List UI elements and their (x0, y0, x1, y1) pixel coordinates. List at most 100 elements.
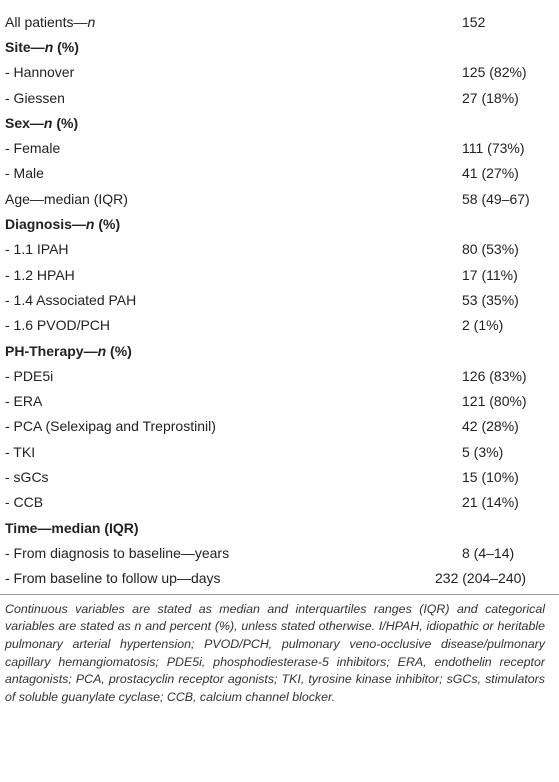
row-value: 2 (1%) (462, 313, 559, 338)
row-label: - PCA (Selexipag and Treprostinil) (0, 414, 462, 439)
value-text: 8 (4–14) (462, 544, 515, 561)
value-text: 58 (49–67) (462, 190, 530, 207)
table-row: - Giessen 27 (18%) (0, 85, 559, 110)
label-text: - Giessen (5, 89, 65, 106)
table-row: Diagnosis—n (%) (0, 211, 559, 236)
row-value: 80 (53%) (462, 237, 559, 262)
row-value: 232 (204–240) (435, 566, 532, 591)
row-value: 125 (82%) (462, 60, 559, 85)
table-row: - Female 111 (73%) (0, 135, 559, 160)
table-row: - ERA 121 (80%) (0, 388, 559, 413)
row-value: 58 (49–67) (462, 186, 559, 211)
value-text: 15 (10%) (462, 468, 519, 485)
value-text: 126 (83%) (462, 367, 527, 384)
label-text: - CCB (5, 494, 44, 511)
label-text: n (97, 342, 107, 359)
label-text: Site— (5, 38, 45, 55)
label-text: (%) (94, 216, 121, 233)
row-label: - CCB (0, 490, 462, 515)
table-row: - Hannover 125 (82%) (0, 60, 559, 85)
table-row: - PDE5i 126 (83%) (0, 363, 559, 388)
value-text: 27 (18%) (462, 89, 519, 106)
row-label: PH-Therapy—n (%) (0, 338, 462, 363)
page: All patients—n 152 Site—n (%) - Hannover 125… (0, 9, 559, 782)
table-row: - From diagnosis to baseline—years 8 (4–1… (0, 540, 559, 565)
label-text: - sGCs (5, 468, 49, 485)
label-text: n (87, 13, 96, 30)
value-text: 21 (14%) (462, 494, 519, 511)
value-text: 5 (3%) (462, 443, 504, 460)
row-value: 126 (83%) (462, 363, 559, 388)
label-text: - TKI (5, 443, 36, 460)
table-row: - PCA (Selexipag and Treprostinil) 42 (28… (0, 414, 559, 439)
row-label: - 1.6 PVOD/PCH (0, 313, 462, 338)
row-label: - Female (0, 135, 462, 160)
table-rule (0, 593, 559, 595)
row-label: Time—median (IQR) (0, 515, 462, 540)
row-value: 53 (35%) (462, 287, 559, 312)
row-label: - TKI (0, 439, 462, 464)
table-row: - TKI 5 (3%) (0, 439, 559, 464)
label-text: n (43, 114, 53, 131)
row-label: - ERA (0, 388, 462, 413)
row-value: 152 (462, 9, 559, 34)
label-text: - Hannover (5, 64, 75, 81)
label-text: - 1.4 Associated PAH (5, 291, 137, 308)
row-label: Site—n (%) (0, 34, 462, 59)
row-value: 8 (4–14) (462, 540, 559, 565)
label-text: PH-Therapy— (5, 342, 98, 359)
value-text: 42 (28%) (462, 418, 519, 435)
row-value: 27 (18%) (462, 85, 559, 110)
label-text: - 1.2 HPAH (5, 266, 75, 283)
label-text: - 1.6 PVOD/PCH (5, 317, 111, 334)
table: All patients—n 152 Site—n (%) - Hannover 125… (0, 9, 559, 591)
table-row: - 1.6 PVOD/PCH 2 (1%) (0, 313, 559, 338)
row-value: 5 (3%) (462, 439, 559, 464)
value-text: 152 (462, 13, 486, 30)
table-row: - 1.2 HPAH 17 (11%) (0, 262, 559, 287)
table-row: - Male 41 (27%) (0, 161, 559, 186)
table-row: Sex—n (%) (0, 110, 559, 135)
value-text: 232 (204–240) (435, 570, 527, 587)
row-label: - 1.1 IPAH (0, 237, 462, 262)
label-text: - Female (5, 140, 61, 157)
label-text: (%) (53, 38, 79, 55)
row-label: - From baseline to follow up—days (0, 566, 462, 591)
row-value (462, 34, 559, 59)
row-value: 15 (10%) (462, 464, 559, 489)
label-text: n (44, 38, 54, 55)
table-row: - 1.4 Associated PAH 53 (35%) (0, 287, 559, 312)
table-row: All patients—n 152 (0, 9, 559, 34)
row-value: 21 (14%) (462, 490, 559, 515)
label-text: - From diagnosis to baseline—years (5, 544, 230, 561)
row-label: All patients—n (0, 9, 462, 34)
row-value: 17 (11%) (462, 262, 559, 287)
table-row: Site—n (%) (0, 34, 559, 59)
value-text: 125 (82%) (462, 64, 527, 81)
table-row: Age—median (IQR) 58 (49–67) (0, 186, 559, 211)
footnote: Continuous variables are stated as media… (5, 601, 545, 704)
row-label: - 1.4 Associated PAH (0, 287, 462, 312)
row-value: 41 (27%) (462, 161, 559, 186)
table-row: - CCB 21 (14%) (0, 490, 559, 515)
row-label: - Male (0, 161, 462, 186)
row-value (462, 338, 559, 363)
row-label: Diagnosis—n (%) (0, 211, 462, 236)
row-label: - Hannover (0, 60, 462, 85)
table-row: PH-Therapy—n (%) (0, 338, 559, 363)
label-text: - PDE5i (5, 367, 54, 384)
row-label: - sGCs (0, 464, 462, 489)
label-text: Diagnosis— (5, 216, 86, 233)
label-text: All patients— (5, 13, 88, 30)
label-text: Age—median (IQR) (5, 190, 128, 207)
row-label: Age—median (IQR) (0, 186, 462, 211)
row-label: - 1.2 HPAH (0, 262, 462, 287)
row-label: - Giessen (0, 85, 462, 110)
label-text: (%) (52, 114, 79, 131)
row-value (462, 110, 559, 135)
row-value: 121 (80%) (462, 388, 559, 413)
value-text: 121 (80%) (462, 393, 527, 410)
value-text: 2 (1%) (462, 317, 504, 334)
label-text: - ERA (5, 393, 43, 410)
value-text: 111 (73%) (462, 140, 525, 157)
